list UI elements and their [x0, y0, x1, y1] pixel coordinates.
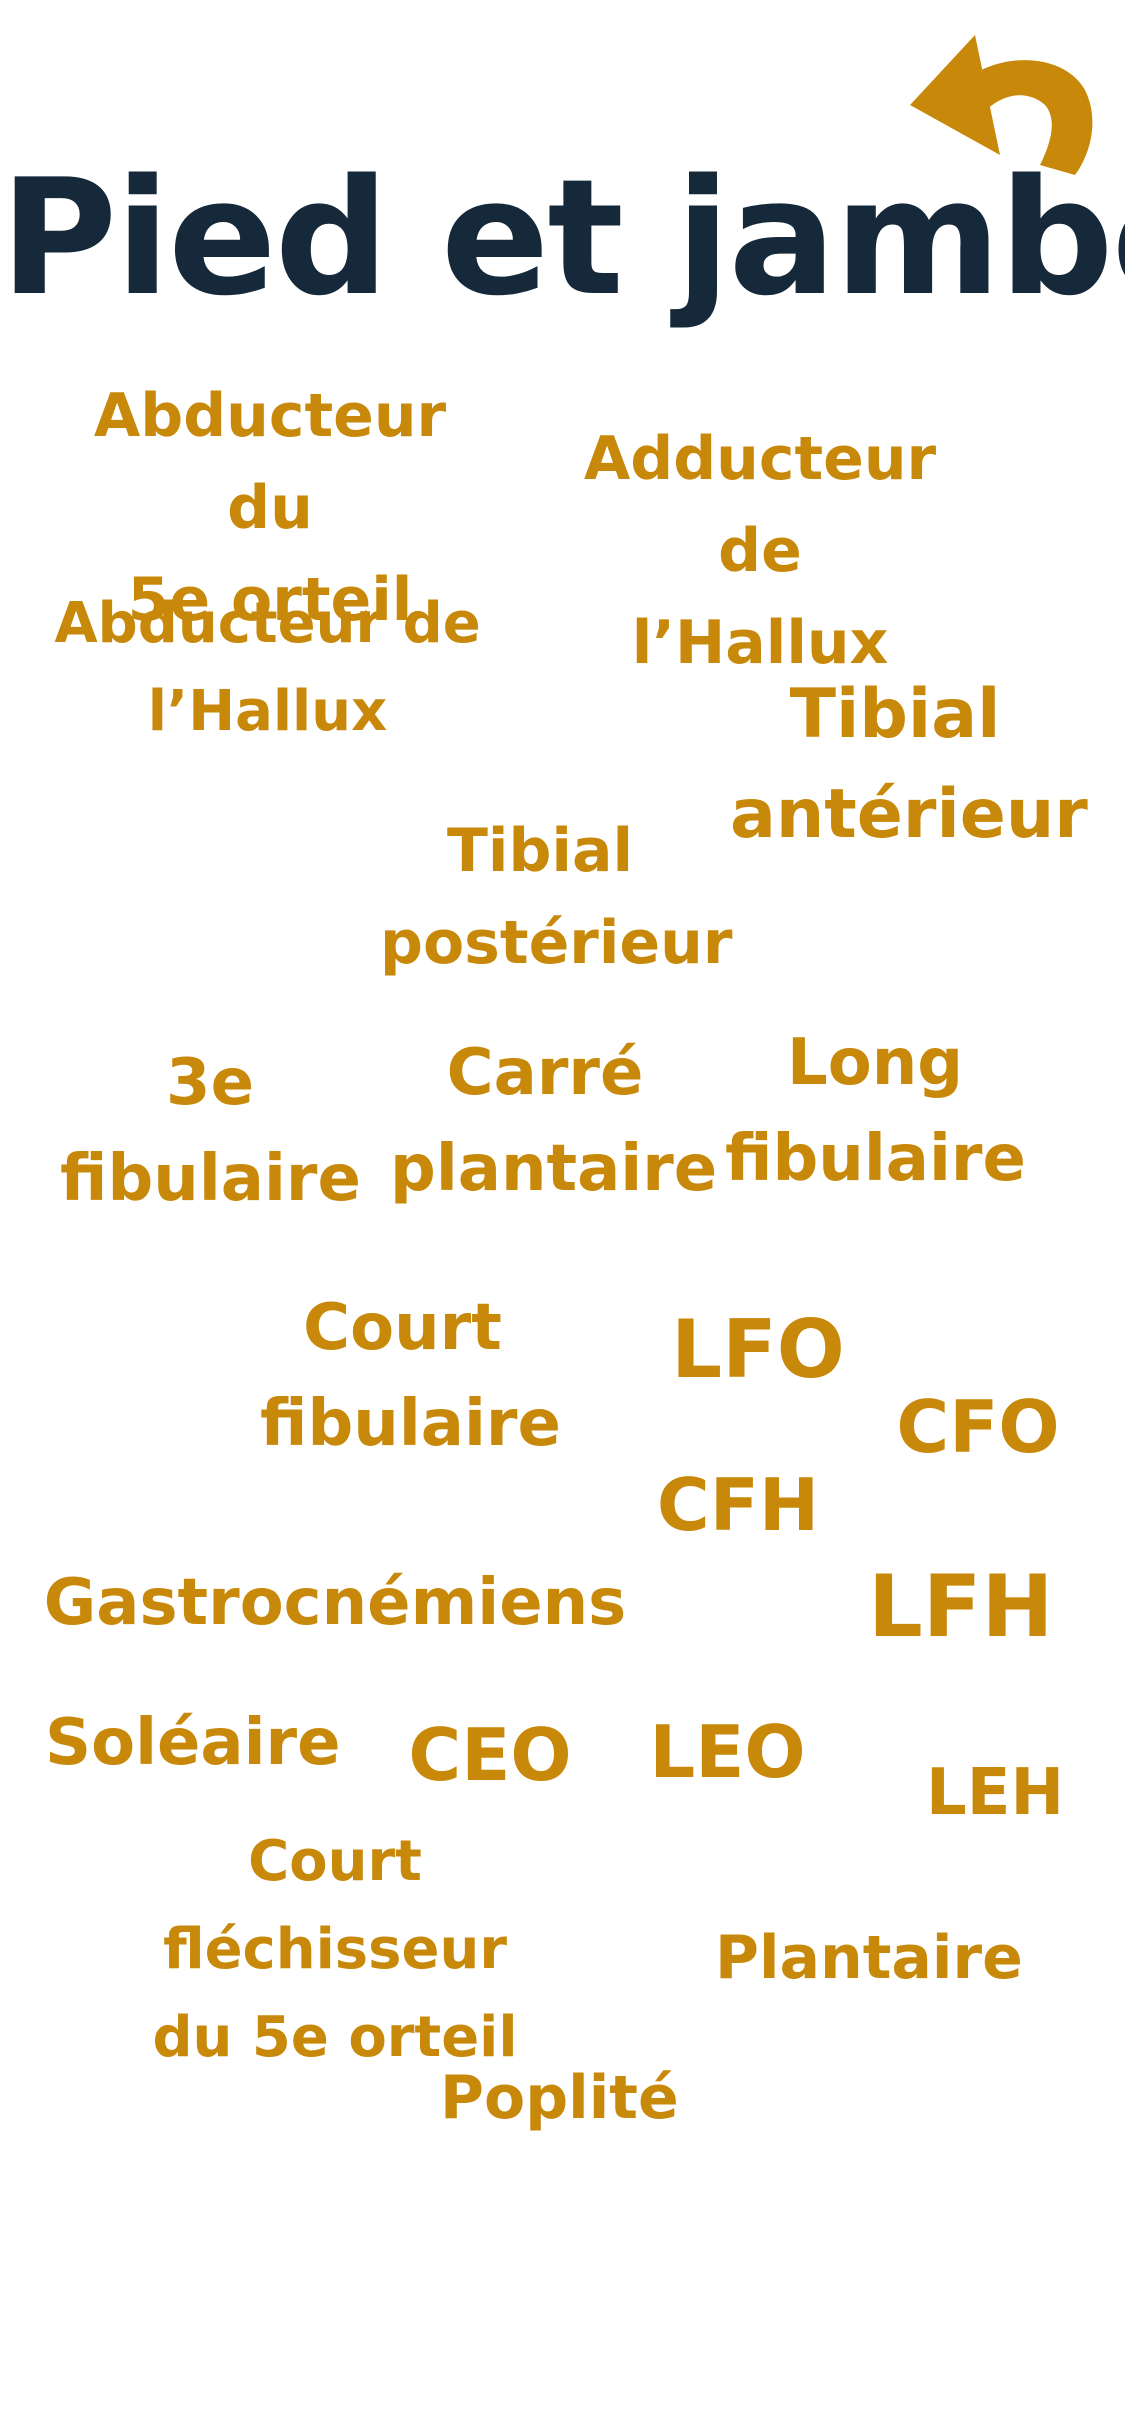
muscle-tibial-posterieur[interactable]: Tibial postérieur: [380, 816, 733, 978]
muscle-abducteur-hallux[interactable]: Abducteur de l’Hallux: [54, 591, 481, 744]
muscle-lfo[interactable]: LFO: [671, 1303, 845, 1396]
muscle-adducteur-hallux[interactable]: Adducteur de l’Hallux: [583, 424, 937, 678]
muscle-long-fibulaire[interactable]: Long fibulaire: [725, 1026, 1026, 1196]
muscle-plantaire[interactable]: Plantaire: [715, 1923, 1023, 1993]
muscle-leh[interactable]: LEH: [925, 1756, 1065, 1830]
muscle-abducteur-5e-orteil[interactable]: Abducteur du 5e orteil: [93, 381, 447, 635]
muscle-leo[interactable]: LEO: [649, 1710, 806, 1794]
muscle-court-flechisseur-5e-orteil[interactable]: Court fléchisseur du 5e orteil: [152, 1829, 518, 2070]
back-button[interactable]: [900, 15, 1100, 195]
curved-back-arrow-icon: [910, 35, 1093, 175]
muscle-gastrocnemiens[interactable]: Gastrocnémiens: [43, 1566, 627, 1640]
muscle-soleaire[interactable]: Soléaire: [45, 1706, 341, 1780]
muscle-carre-plantaire[interactable]: Carré plantaire: [390, 1036, 718, 1206]
muscle-tibial-anterieur[interactable]: Tibial antérieur: [730, 675, 1088, 854]
muscle-poplite[interactable]: Poplité: [440, 2063, 679, 2133]
muscle-cfo[interactable]: CFO: [896, 1385, 1060, 1469]
page-title: Pied et jambe: [0, 144, 1125, 331]
muscle-court-fibulaire[interactable]: Court fibulaire: [260, 1291, 561, 1461]
muscle-lfh[interactable]: LFH: [868, 1557, 1054, 1657]
muscle-ceo[interactable]: CEO: [408, 1713, 572, 1797]
muscle-3e-fibulaire[interactable]: 3e fibulaire: [60, 1046, 361, 1216]
muscle-cfh[interactable]: CFH: [656, 1463, 820, 1547]
